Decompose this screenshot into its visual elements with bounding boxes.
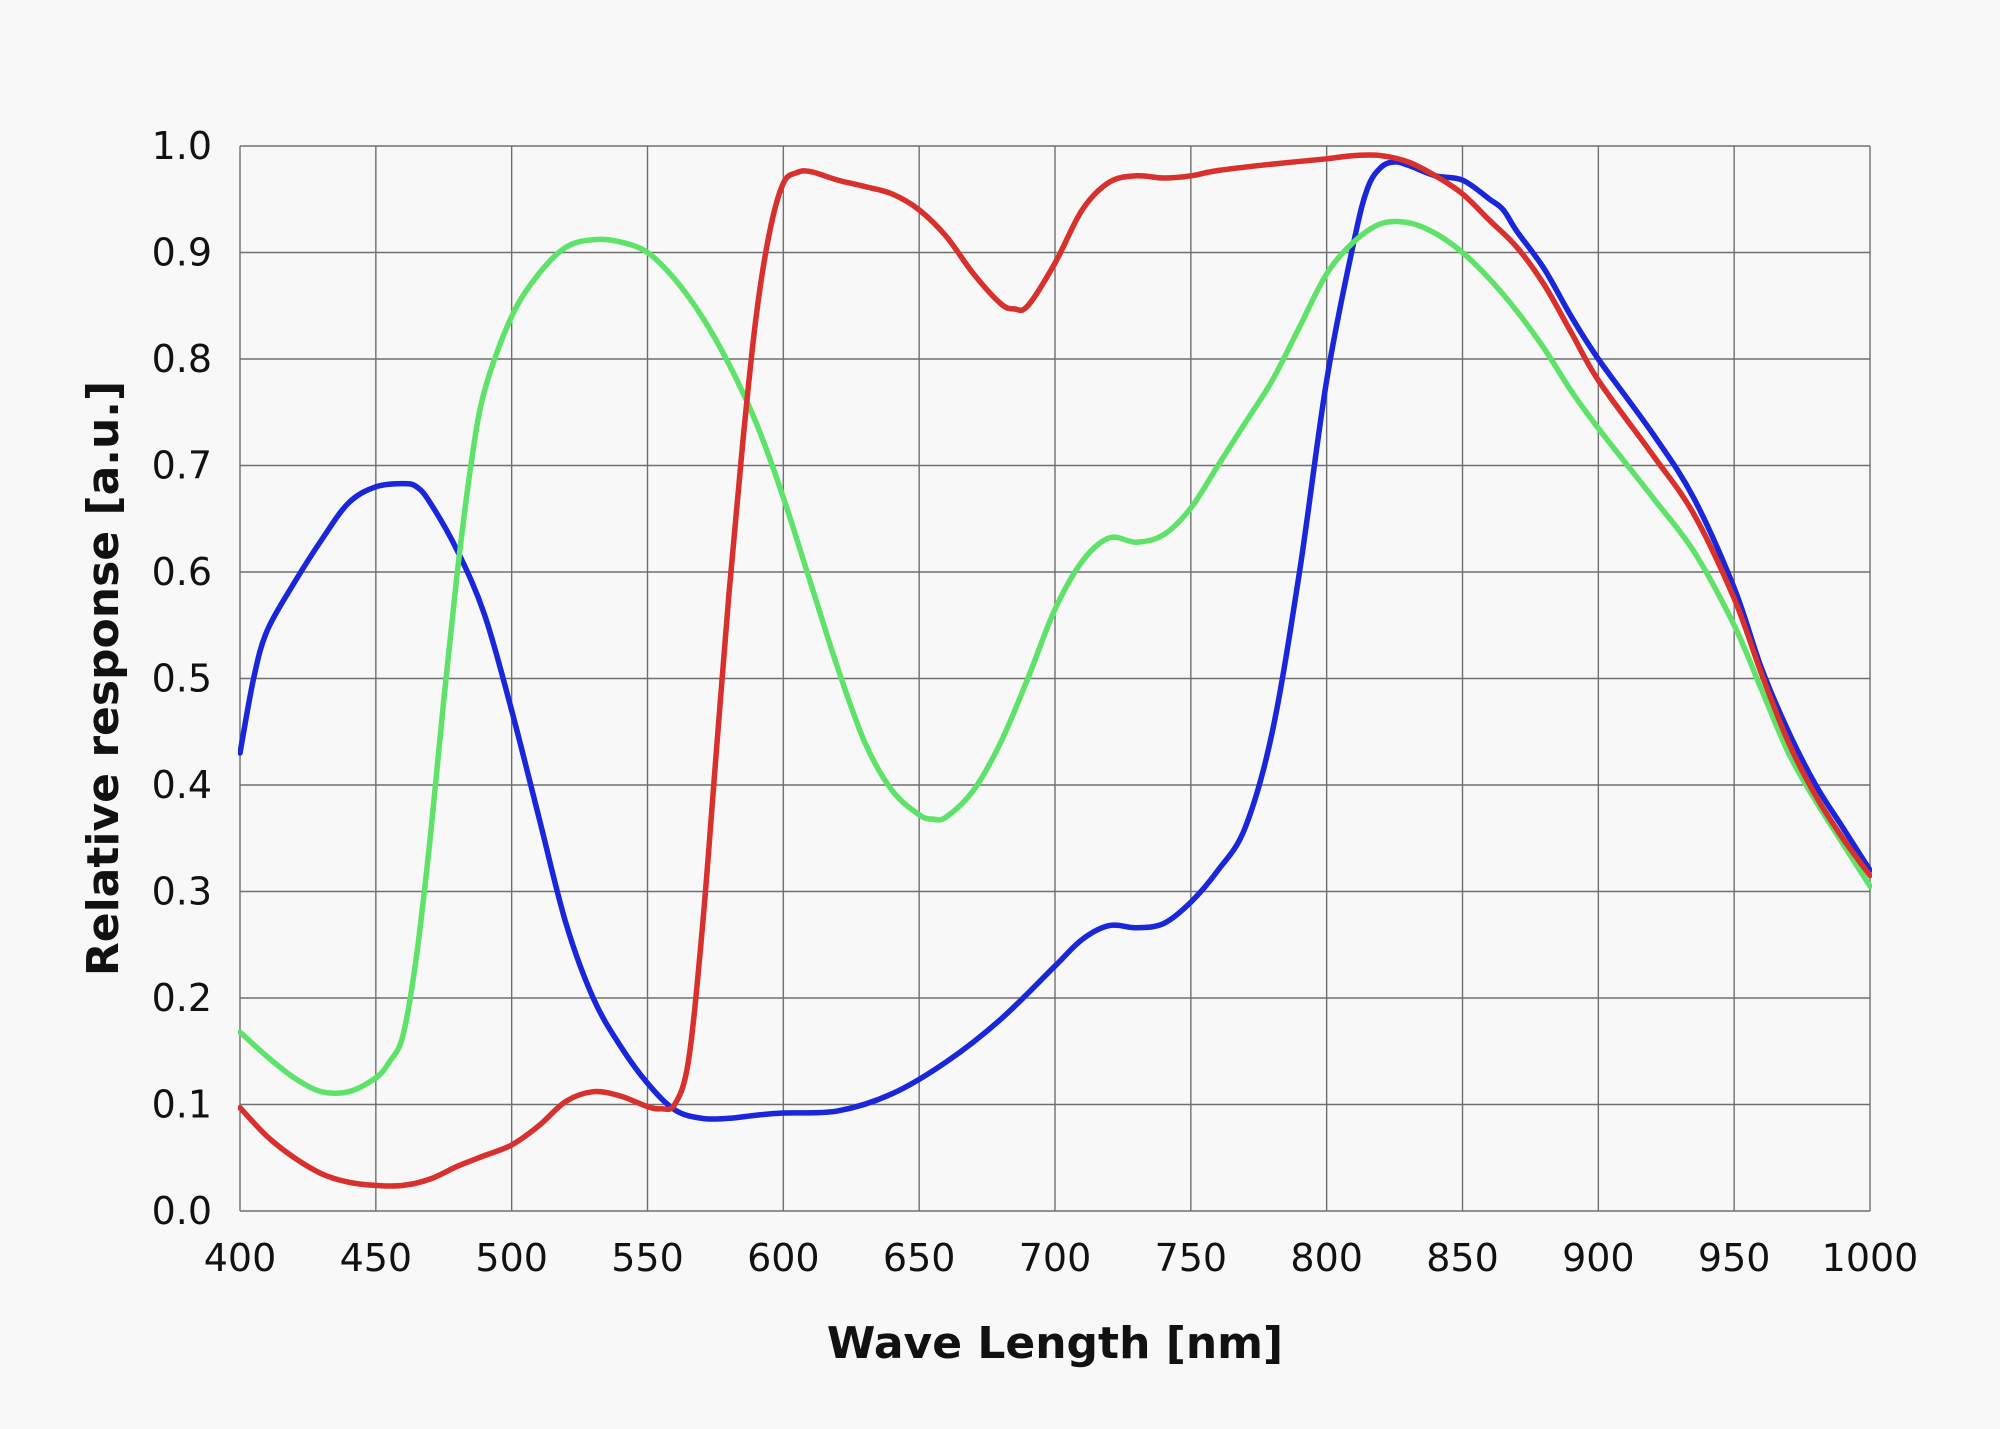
y-tick-labels: 0.0 0.1 0.2 0.3 0.4 0.5 0.6 0.7 0.8 0.9 1.0 — [152, 124, 212, 1233]
red-series-line — [238, 152, 1872, 1189]
y-axis-title: Relative response [a.u.] — [78, 381, 129, 976]
x-axis-title: Wave Length [nm] — [827, 1318, 1283, 1369]
x-tick-label: 600 — [747, 1236, 820, 1280]
x-tick-label: 750 — [1155, 1236, 1228, 1280]
y-tick-label: 1.0 — [152, 124, 212, 168]
y-tick-label: 0.6 — [152, 550, 212, 594]
y-tick-label: 0.1 — [152, 1083, 212, 1127]
y-tick-label: 0.5 — [152, 657, 212, 701]
y-tick-label: 0.7 — [152, 444, 212, 488]
x-tick-label: 400 — [204, 1236, 277, 1280]
x-tick-label: 650 — [883, 1236, 956, 1280]
y-tick-label: 0.2 — [152, 976, 212, 1020]
y-tick-label: 0.8 — [152, 337, 212, 381]
x-tick-label: 900 — [1562, 1236, 1635, 1280]
x-tick-label: 450 — [340, 1236, 413, 1280]
y-tick-label: 0.4 — [152, 763, 212, 807]
y-tick-label: 0.0 — [152, 1189, 212, 1233]
x-tick-label: 500 — [475, 1236, 548, 1280]
x-tick-label: 550 — [611, 1236, 684, 1280]
green-series-line — [238, 218, 1872, 1097]
y-tick-label: 0.3 — [152, 870, 212, 914]
x-tick-label: 700 — [1019, 1236, 1092, 1280]
x-tick-label: 950 — [1698, 1236, 1771, 1280]
x-tick-labels: 400 450 500 550 600 650 700 750 800 850 900 950 1000 — [204, 1236, 1919, 1280]
series-group — [238, 152, 1872, 1189]
x-tick-label: 800 — [1290, 1236, 1363, 1280]
x-tick-label: 850 — [1426, 1236, 1499, 1280]
x-tick-label: 1000 — [1822, 1236, 1919, 1280]
y-tick-label: 0.9 — [152, 231, 212, 275]
